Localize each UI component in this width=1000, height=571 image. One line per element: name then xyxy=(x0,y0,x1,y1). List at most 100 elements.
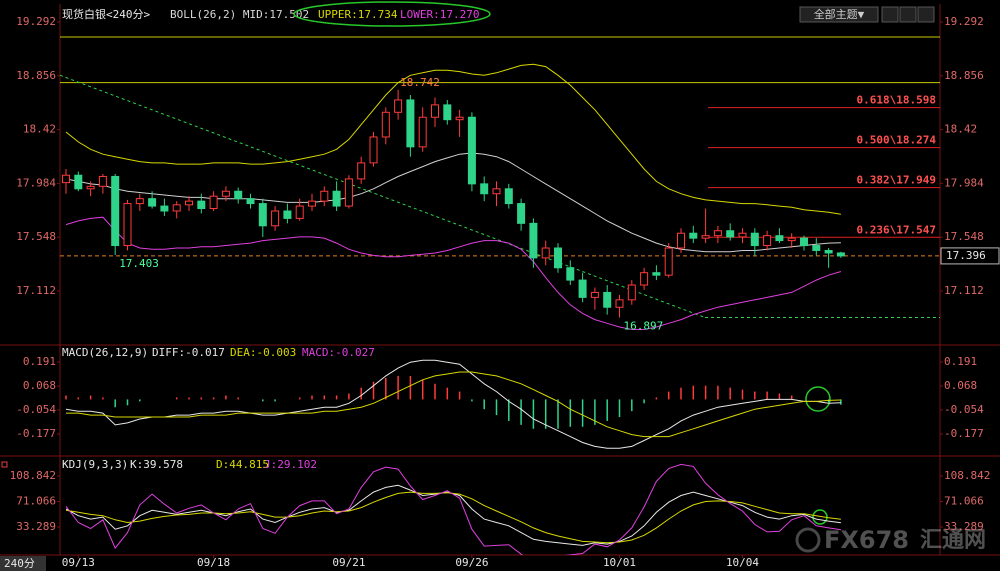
indicator-lower: LOWER:17.270 xyxy=(400,8,479,21)
trend-line xyxy=(60,74,706,318)
candle-body xyxy=(357,162,366,180)
fib-label: 0.618\18.598 xyxy=(857,94,936,107)
y-tick-label: 18.856 xyxy=(944,69,984,82)
panel-marker xyxy=(1,461,8,468)
candle-body xyxy=(652,272,661,276)
x-tick-label: 09/13 xyxy=(62,556,95,569)
candle-body xyxy=(246,198,255,205)
icon-button[interactable] xyxy=(881,6,899,23)
candle-body xyxy=(455,116,464,121)
y-tick-label: 17.112 xyxy=(944,284,984,297)
candle-body xyxy=(812,245,821,251)
y-tick-label: -0.177 xyxy=(16,427,56,440)
plot-area: 0.618\18.598 0.500\18.274 0.382\17.949 0.23… xyxy=(60,36,940,330)
low-annotation: 17.403 xyxy=(119,257,159,270)
y-tick-label: 17.112 xyxy=(16,284,56,297)
candle-body xyxy=(221,190,230,197)
candle-body xyxy=(283,210,292,219)
diff-label: DIFF:-0.017 xyxy=(152,346,225,359)
candle-body xyxy=(800,237,808,247)
candle-body xyxy=(394,99,403,113)
y-tick-label: 33.289 xyxy=(16,520,56,533)
high-annotation: 18.742 xyxy=(400,76,440,89)
candle-body xyxy=(197,200,206,210)
candle-body xyxy=(529,222,538,259)
indicator-line xyxy=(65,463,841,555)
candle-body xyxy=(74,174,83,190)
candle-body xyxy=(160,205,169,212)
theme-button[interactable] xyxy=(799,6,879,23)
candle-body xyxy=(86,185,95,190)
y-tick-label: 108.842 xyxy=(10,469,56,482)
chart-title: 现货白银<240分> xyxy=(62,7,150,21)
highlight-circle xyxy=(293,1,491,27)
watermark-site: 汇通网 xyxy=(920,528,986,553)
y-tick-label: 19.292 xyxy=(16,15,56,28)
candle-body xyxy=(775,235,784,242)
y-tick-label: -0.054 xyxy=(16,403,56,416)
candle-body xyxy=(123,203,132,247)
macd-title: MACD(26,12,9) xyxy=(62,346,148,359)
macd-label: MACD:-0.027 xyxy=(302,346,375,359)
candle-body xyxy=(467,116,476,185)
panel-frames xyxy=(0,4,1000,556)
fib-label: 0.236\17.547 xyxy=(857,223,936,236)
candle-body xyxy=(763,235,772,247)
j-label: J:29.102 xyxy=(264,458,317,471)
dea-label: DEA:-0.003 xyxy=(230,346,296,359)
y-tick-label: 19.292 xyxy=(944,15,984,28)
candle-body xyxy=(554,247,562,269)
candle-body xyxy=(701,235,710,239)
candle-body xyxy=(111,175,120,247)
candle-body xyxy=(541,247,550,259)
y-tick-label: -0.177 xyxy=(944,427,984,440)
y-tick-label: 71.066 xyxy=(16,494,56,507)
candle-body xyxy=(98,175,107,187)
candle-body xyxy=(258,203,267,227)
theme-button-label[interactable]: 全部主题▼ xyxy=(814,7,865,21)
candle-body xyxy=(677,232,685,249)
fib-label: 0.500\18.274 xyxy=(857,134,937,147)
candle-body xyxy=(443,104,452,121)
period-tab[interactable] xyxy=(0,556,46,571)
y-tick-label: 17.548 xyxy=(16,230,56,243)
x-tick-label: 10/01 xyxy=(603,556,636,569)
candle-body xyxy=(381,111,390,138)
candle-body xyxy=(726,230,735,238)
icon-button[interactable] xyxy=(899,6,917,23)
y-tick-label: 0.191 xyxy=(23,355,56,368)
y-tick-label: 17.984 xyxy=(944,176,984,189)
y-tick-label: 0.191 xyxy=(944,355,977,368)
y-tick-label: -0.054 xyxy=(944,403,984,416)
indicator-upper: UPPER:17.734 xyxy=(318,8,398,21)
candle-body xyxy=(590,291,599,298)
y-tick-label: 18.42 xyxy=(23,123,56,136)
last-price-label: 17.396 xyxy=(946,249,986,262)
x-tick-label: 09/26 xyxy=(455,556,488,569)
candle-body xyxy=(148,198,157,207)
icon-button[interactable] xyxy=(917,6,935,23)
indicator-label: BOLL(26,2) MID:17.502 xyxy=(170,8,309,21)
candle-body xyxy=(836,252,845,257)
y-tick-label: 108.842 xyxy=(944,469,990,482)
candle-body xyxy=(271,210,280,227)
candle-body xyxy=(431,104,439,118)
d-label: D:44.815 xyxy=(216,458,269,471)
x-tick-label: 10/04 xyxy=(726,556,759,569)
candle-body xyxy=(517,203,526,224)
kdj-title: KDJ(9,3,3) xyxy=(62,458,128,471)
indicator-line xyxy=(65,491,841,544)
candle-body xyxy=(209,195,218,210)
candle-body xyxy=(578,279,587,298)
candle-body xyxy=(320,190,329,202)
k-label: K:39.578 xyxy=(130,458,183,471)
candle-body xyxy=(172,204,181,212)
indicator-line xyxy=(65,63,841,215)
period-tab-label[interactable]: 240分 xyxy=(4,557,35,570)
x-tick-label: 09/21 xyxy=(332,556,365,569)
candle-body xyxy=(62,174,70,184)
y-tick-label: 0.068 xyxy=(23,379,56,392)
toolbar-icons xyxy=(881,6,935,23)
